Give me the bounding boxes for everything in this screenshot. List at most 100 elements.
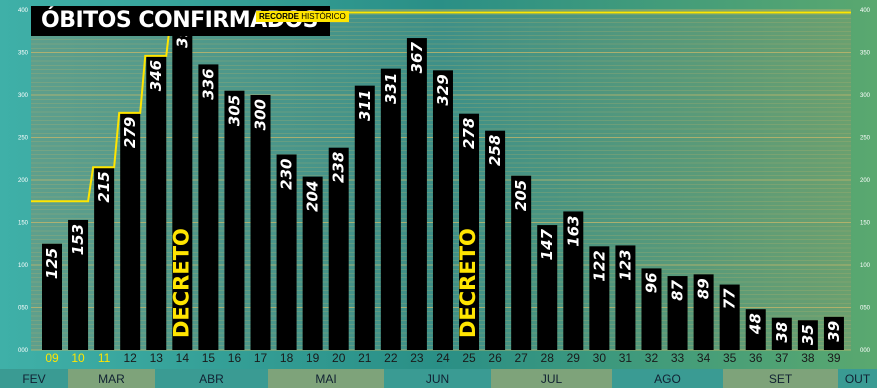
x-tick-label: 11 xyxy=(98,351,111,365)
record-label: RECORDE HISTÓRICO xyxy=(256,11,349,22)
data-label: 89 xyxy=(695,278,713,299)
month-label: FEV xyxy=(22,372,46,386)
y-tick-label: 300 xyxy=(860,93,871,99)
bar-week-25 xyxy=(459,113,480,350)
bar-week-18 xyxy=(276,154,297,350)
record-label-rest: HISTÓRICO xyxy=(301,12,346,21)
data-label: 35 xyxy=(799,324,817,345)
bar-week-32 xyxy=(641,268,662,350)
x-tick-label: 14 xyxy=(176,351,190,365)
data-label: 278 xyxy=(460,118,478,149)
x-axis-labels: 09 10 11 12 13 14 15 16 17 18 19 20 21 22 23 24 25 26 27 28… xyxy=(45,351,841,365)
y-tick-label: 400 xyxy=(860,8,871,14)
bar-week-39 xyxy=(823,316,844,350)
bar-week-19 xyxy=(302,176,323,350)
data-label: 77 xyxy=(721,288,739,309)
month-label: MAI xyxy=(315,372,337,386)
x-tick-label: 24 xyxy=(436,351,450,365)
bar-week-35 xyxy=(719,284,740,350)
bar-week-26 xyxy=(485,130,506,350)
data-label: 336 xyxy=(199,68,217,99)
x-tick-label: 10 xyxy=(71,351,85,365)
month-band xyxy=(612,369,723,388)
y-tick-label: 200 xyxy=(860,178,871,184)
x-tick-label: 37 xyxy=(775,351,789,365)
bar-week-31 xyxy=(615,245,636,350)
y-tick-label: 250 xyxy=(860,136,871,142)
bar-week-38 xyxy=(797,320,818,350)
data-label: 311 xyxy=(356,90,374,121)
month-label: JUN xyxy=(425,372,450,386)
x-tick-label: 25 xyxy=(462,351,476,365)
x-tick-label: 18 xyxy=(280,351,294,365)
y-axis-ticks: 000 000 050 050 100 100 150 150 200 200 250 250 300 3… xyxy=(18,8,871,354)
month-label: SET xyxy=(768,372,793,386)
bar-week-11 xyxy=(94,167,115,350)
bar-week-15 xyxy=(198,64,219,351)
x-tick-label: 16 xyxy=(228,351,242,365)
month-band xyxy=(68,369,155,388)
month-band xyxy=(491,369,612,388)
x-tick-label: 26 xyxy=(488,351,502,365)
bar-week-09 xyxy=(42,243,62,350)
x-tick-label: 22 xyxy=(384,351,398,365)
x-tick-label: 19 xyxy=(306,351,320,365)
data-label: 125 xyxy=(43,248,61,279)
y-tick-label: 050 xyxy=(18,306,29,312)
y-tick-label: 100 xyxy=(860,263,871,269)
bar-week-37 xyxy=(771,317,792,350)
month-band xyxy=(0,369,68,388)
y-tick-label: 250 xyxy=(18,136,29,142)
bar-week-27 xyxy=(511,175,532,350)
bar-week-10 xyxy=(68,219,89,350)
x-tick-label: 35 xyxy=(723,351,737,365)
month-label: MAR xyxy=(98,372,125,386)
x-tick-label: 27 xyxy=(514,351,528,365)
month-band xyxy=(268,369,384,388)
bars: 1251532152793463973363053002302042383113… xyxy=(42,12,844,351)
month-label: AGO xyxy=(654,372,681,386)
x-tick-label: 09 xyxy=(45,351,59,365)
month-label: JUL xyxy=(540,372,563,386)
bar-week-16 xyxy=(224,90,245,350)
y-tick-label: 350 xyxy=(18,51,29,57)
bar-week-36 xyxy=(745,309,766,350)
data-label: 147 xyxy=(538,228,556,260)
x-tick-label: 34 xyxy=(697,351,711,365)
y-tick-label: 400 xyxy=(18,8,29,14)
x-tick-label: 33 xyxy=(671,351,685,365)
x-tick-label: 29 xyxy=(567,351,581,365)
data-label: 38 xyxy=(773,322,791,343)
data-label: 205 xyxy=(512,180,530,211)
y-tick-label: 350 xyxy=(860,51,871,57)
x-tick-label: 12 xyxy=(124,351,138,365)
data-label: 300 xyxy=(252,99,270,130)
x-tick-label: 20 xyxy=(332,351,346,365)
data-label: 279 xyxy=(121,117,139,148)
x-tick-label: 15 xyxy=(202,351,216,365)
x-tick-label: 21 xyxy=(358,351,372,365)
bar-week-20 xyxy=(328,147,349,350)
bar-week-29 xyxy=(563,211,584,350)
month-label: OUT xyxy=(844,372,871,386)
data-label: 163 xyxy=(564,215,582,246)
decree-label: DECRETO xyxy=(169,228,193,338)
data-label: 87 xyxy=(669,279,687,300)
decree-label: DECRETO xyxy=(456,228,480,338)
x-tick-label: 13 xyxy=(150,351,164,365)
data-label: 346 xyxy=(147,60,165,91)
data-label: 230 xyxy=(278,159,296,190)
y-tick-label: 200 xyxy=(18,178,29,184)
bar-week-33 xyxy=(667,276,688,350)
bar-week-12 xyxy=(120,112,141,350)
data-label: 305 xyxy=(225,95,243,126)
x-tick-label: 23 xyxy=(410,351,424,365)
x-tick-label: 32 xyxy=(645,351,659,365)
y-tick-label: 100 xyxy=(18,263,29,269)
y-tick-label: 000 xyxy=(860,348,871,354)
bar-week-30 xyxy=(589,246,610,350)
data-label: 48 xyxy=(747,313,765,335)
data-label: 153 xyxy=(69,224,87,255)
x-tick-label: 39 xyxy=(827,351,841,365)
bar-week-28 xyxy=(537,225,558,350)
